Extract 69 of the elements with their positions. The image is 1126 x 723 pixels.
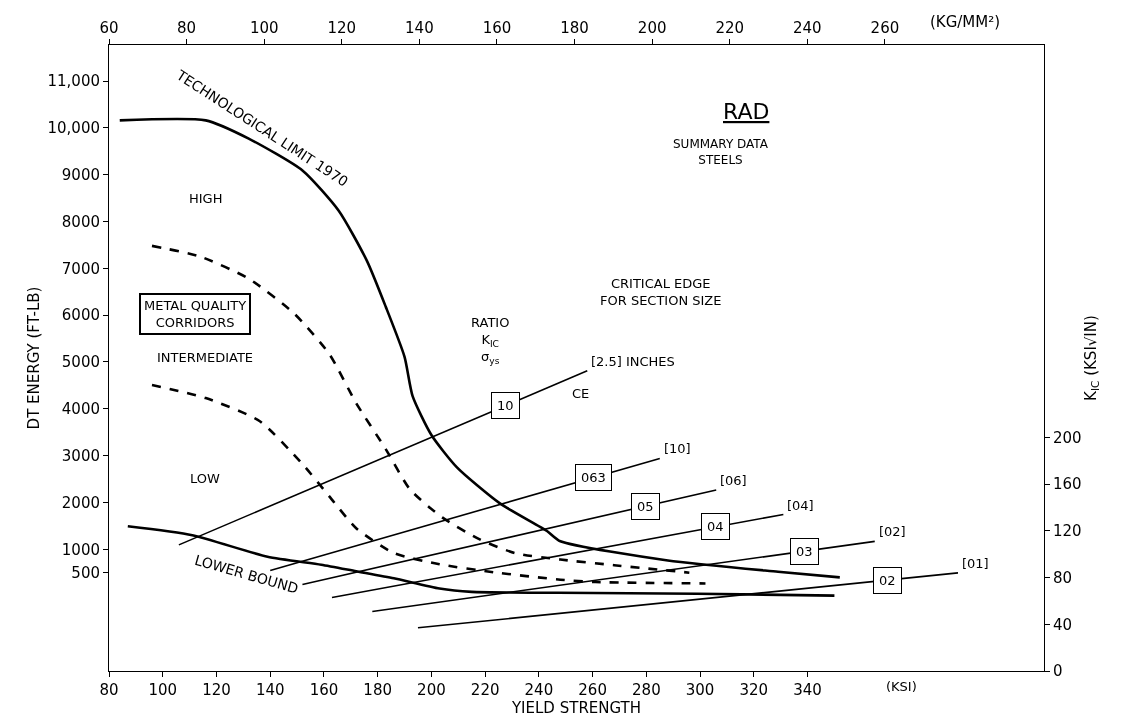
y-tick-label: 2000 xyxy=(61,493,100,512)
x2-axis-title: (KG/MM²) xyxy=(930,13,1001,31)
x-tick-label: 300 xyxy=(685,681,715,699)
y2-tick-label: 0 xyxy=(1053,662,1063,681)
x-tick-label: 240 xyxy=(524,681,554,699)
y2-tick-label: 120 xyxy=(1053,522,1082,541)
x-tick-label: 80 xyxy=(99,681,119,699)
x-tick-label: 160 xyxy=(309,681,339,699)
series-label: 05 xyxy=(637,499,654,514)
x-tick-label: 140 xyxy=(255,681,285,699)
y-tick-label: 10,000 xyxy=(47,119,100,138)
x2-tick-label: 240 xyxy=(793,19,822,37)
annotation: HIGH xyxy=(189,191,223,206)
y-tick-label: 8000 xyxy=(61,212,100,231)
y-tick-label: 500 xyxy=(71,563,100,582)
y-tick-label: 5000 xyxy=(61,353,100,372)
x2-tick-label: 60 xyxy=(99,19,119,37)
y-axis-title: DT ENERGY (FT-LB) xyxy=(24,286,43,430)
annotation: [02] xyxy=(879,524,906,539)
x-axis-title: YIELD STRENGTH xyxy=(510,699,642,717)
x-tick-label: 180 xyxy=(363,681,392,699)
x2-tick-label: 180 xyxy=(560,19,589,37)
y2-tick-label: 80 xyxy=(1053,568,1073,587)
x2-tick-label: 200 xyxy=(637,19,667,37)
x-tick-label: 280 xyxy=(632,681,661,699)
annotation: INTERMEDIATE xyxy=(157,350,254,365)
x-tick-label: 200 xyxy=(417,681,446,699)
annotation: METAL QUALITY CORRIDORS xyxy=(144,298,247,330)
x-tick-label: 100 xyxy=(148,681,178,699)
x2-tick-label: 80 xyxy=(177,19,197,37)
annotation: [2.5] INCHES xyxy=(591,354,675,369)
annotation: [06] xyxy=(720,473,747,488)
series-label: 10 xyxy=(497,398,514,413)
text: (KSI) xyxy=(886,679,917,694)
y2-tick-label: 200 xyxy=(1053,428,1082,447)
x-tick-label: 220 xyxy=(470,681,500,699)
y-tick-label: 3000 xyxy=(61,446,100,465)
annotation: [01] xyxy=(962,556,989,571)
x-tick-label: 320 xyxy=(739,681,769,699)
annotation: CRITICAL EDGE FOR SECTION SIZE xyxy=(600,276,722,308)
x-tick-label: 120 xyxy=(202,681,231,699)
annotation: RATIO K$_{IC}$ σ$_{ys}$ xyxy=(471,315,510,366)
y-tick-label: 6000 xyxy=(61,306,100,325)
y-tick-label: 11,000 xyxy=(47,72,100,91)
x2-tick-label: 140 xyxy=(405,19,434,37)
y2-tick-label: 160 xyxy=(1053,475,1082,494)
y-tick-label: 9000 xyxy=(61,165,100,184)
x2-tick-label: 100 xyxy=(249,19,279,37)
x-tick-label: 340 xyxy=(793,681,822,699)
annotation: [04] xyxy=(787,498,814,513)
x2-tick-label: 160 xyxy=(482,19,512,37)
x2-tick-label: 220 xyxy=(715,19,745,37)
series-label: 03 xyxy=(796,544,813,559)
text: SUMMARY DATA STEELS xyxy=(673,137,769,167)
text: LOWER BOUND xyxy=(192,551,301,597)
x2-tick-label: 120 xyxy=(327,19,357,37)
series-label: 02 xyxy=(879,573,896,588)
x2-tick-label: 260 xyxy=(870,19,900,37)
y-tick-label: 4000 xyxy=(61,400,100,419)
series-label: 04 xyxy=(707,519,724,534)
annotation: LOW xyxy=(190,471,221,486)
annotation: CE xyxy=(572,386,590,401)
x-tick-label: 260 xyxy=(578,681,607,699)
y-tick-label: 1000 xyxy=(61,540,100,559)
y2-tick-label: 40 xyxy=(1053,615,1073,634)
text: RAD xyxy=(723,99,770,124)
annotation: [10] xyxy=(664,441,691,456)
y-tick-label: 7000 xyxy=(61,259,100,278)
series-label: 063 xyxy=(581,470,606,485)
